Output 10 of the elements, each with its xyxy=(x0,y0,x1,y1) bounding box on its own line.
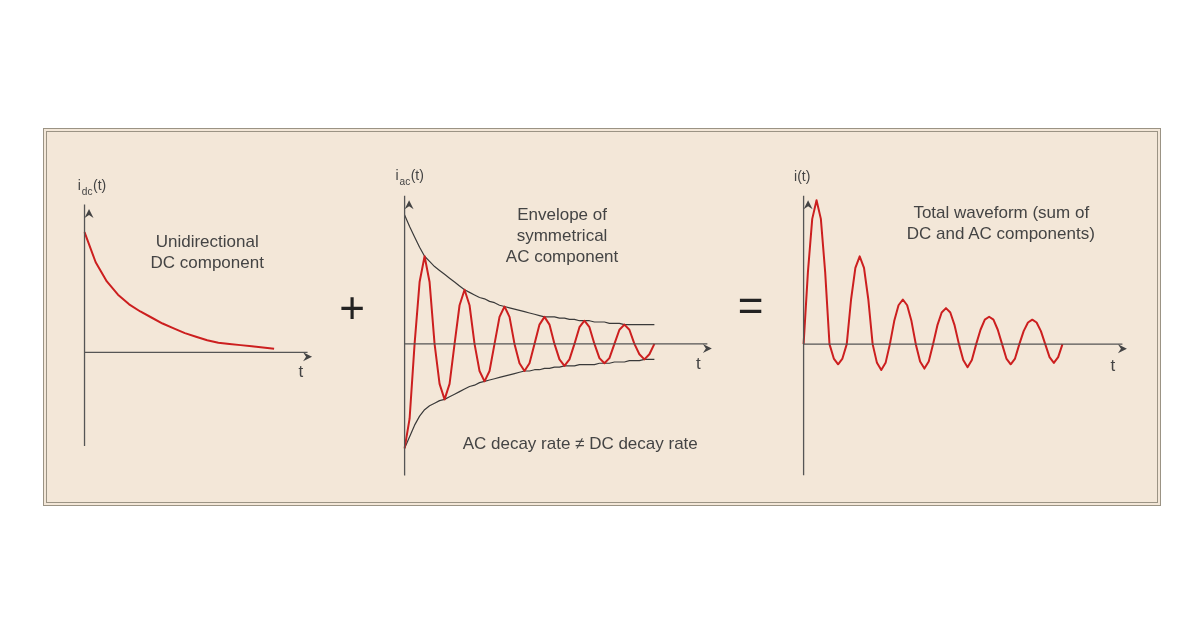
x-axis-title: t xyxy=(695,354,701,374)
x-axis-title: t xyxy=(1110,355,1116,375)
annotation: Unidirectional DC component xyxy=(150,232,265,273)
x-axis-title: t xyxy=(298,361,304,381)
y-axis-title: i(t) xyxy=(794,168,811,185)
text: + xyxy=(339,282,366,332)
annotation: Envelope of symmetrical AC component xyxy=(505,204,619,266)
text: = xyxy=(737,280,764,330)
annotation: AC decay rate ≠ DC decay rate xyxy=(462,434,698,454)
annotation: Total waveform (sum of DC and AC components) xyxy=(906,203,1095,244)
